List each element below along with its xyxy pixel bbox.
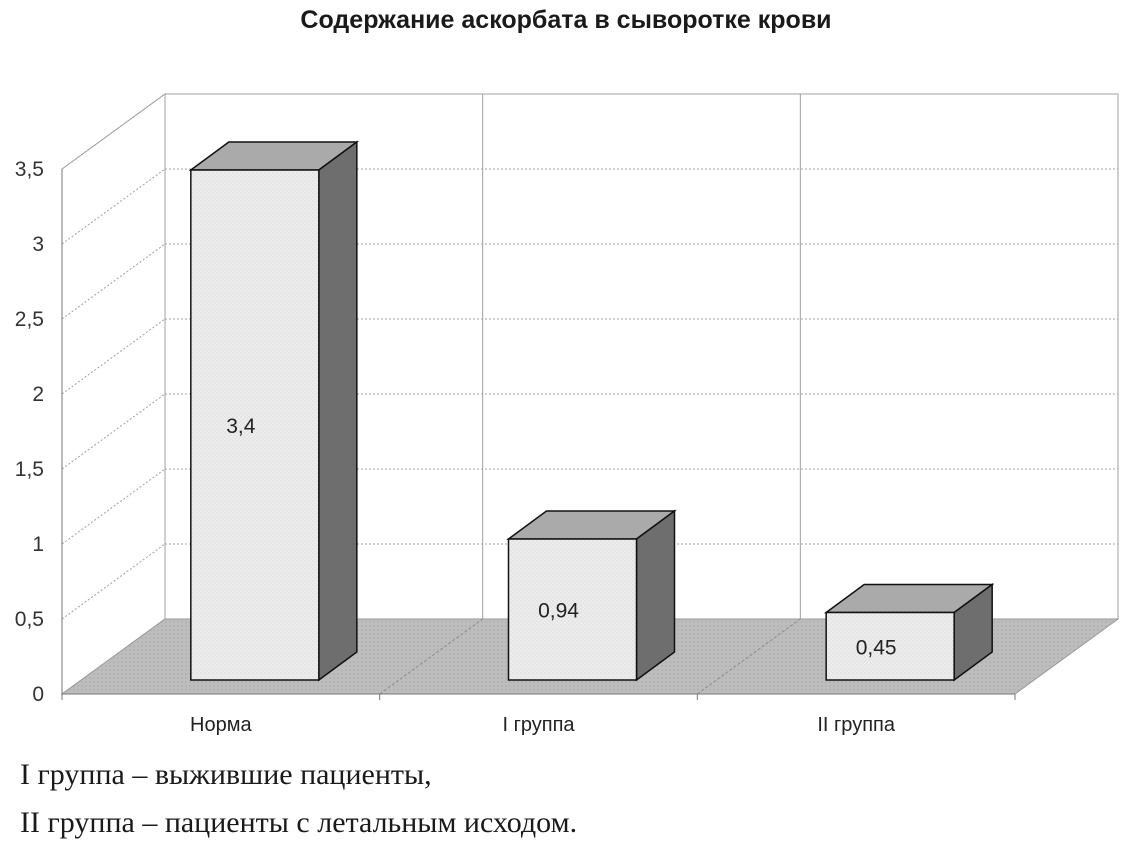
y-tick-label: 0,5 xyxy=(15,608,44,631)
footnote-group-2: II группа – пациенты с летальным исходом… xyxy=(20,806,577,840)
footnote-group-1: I группа – выжившие пациенты, xyxy=(20,758,432,792)
category-label: I группа xyxy=(502,714,575,736)
side-wall xyxy=(62,94,165,694)
y-tick-label: 3 xyxy=(32,233,44,256)
data-label: 0,94 xyxy=(538,600,579,623)
y-tick-label: 1,5 xyxy=(15,458,44,481)
bar xyxy=(509,511,675,680)
y-tick-label: 2,5 xyxy=(15,308,44,331)
y-tick-label: 2 xyxy=(32,383,44,406)
data-label: 0,45 xyxy=(856,636,897,659)
bar xyxy=(191,142,357,680)
category-label: Норма xyxy=(190,714,252,736)
bar-side xyxy=(637,511,675,680)
bar xyxy=(826,585,992,681)
y-tick-label: 3,5 xyxy=(15,158,44,181)
category-labels: Норма I группа II группа xyxy=(190,714,896,736)
y-tick-labels: 0 0,5 1 1,5 2 2,5 3 3,5 xyxy=(15,158,44,706)
y-tick-label: 1 xyxy=(32,533,44,556)
chart-title: Содержание аскорбата в сыворотке крови xyxy=(300,6,831,34)
category-label: II группа xyxy=(817,714,896,736)
y-tick-label: 0 xyxy=(32,683,44,706)
bar-side xyxy=(319,142,357,680)
data-label: 3,4 xyxy=(226,415,256,438)
